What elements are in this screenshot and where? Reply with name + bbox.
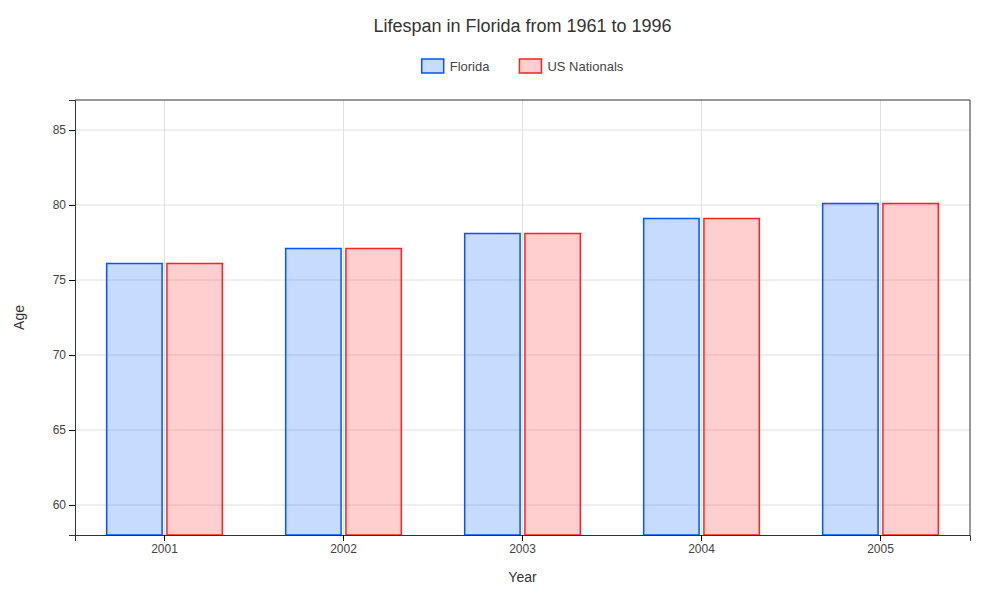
y-tick: 85: [53, 123, 75, 137]
chart: 2001 2002 2003 2004 2005 60 65 70 75 80 85 Lifespan…: [0, 0, 1000, 600]
x-tick-mark: [522, 535, 523, 541]
legend-swatch: [422, 59, 444, 73]
x-tick-label: 2002: [330, 542, 357, 556]
y-tick-mark: [69, 205, 75, 206]
y-tick: 80: [53, 198, 75, 212]
x-axis: 2001 2002 2003 2004 2005: [76, 535, 971, 556]
title: Lifespan in Florida from 1961 to 1996: [373, 16, 671, 36]
y-tick-mark: [69, 355, 75, 356]
y-tick: 60: [53, 498, 75, 512]
x-tick-mark: [164, 535, 165, 541]
y-tick-label: 85: [53, 123, 67, 137]
bar: [704, 219, 759, 536]
plot-frame: [75, 100, 970, 101]
bar: [346, 249, 401, 536]
x-tick-label: 2001: [151, 542, 178, 556]
x-tick-label: 2003: [509, 542, 536, 556]
bar: [167, 264, 222, 536]
y-tick-mark: [69, 430, 75, 431]
x-tick-label: 2004: [688, 542, 715, 556]
y-tick-mark: [69, 280, 75, 281]
bar-series: [107, 204, 878, 536]
y-axis-title: Age: [11, 305, 27, 330]
y-tick: 70: [53, 348, 75, 362]
x-tick: 2003: [509, 535, 536, 556]
x-tick: 2001: [151, 535, 178, 556]
x-tick: 2002: [330, 535, 357, 556]
legend: Florida US Nationals: [422, 59, 624, 74]
plot: 2001 2002 2003 2004 2005 60 65 70 75 80 85: [53, 100, 971, 556]
plot-frame: [970, 100, 971, 535]
x-tick-label: 2005: [867, 542, 894, 556]
y-tick-mark: [69, 130, 75, 131]
y-tick: 75: [53, 273, 75, 287]
bar: [644, 219, 699, 536]
bar: [883, 204, 938, 536]
y-axis-line: [69, 101, 76, 536]
bar: [107, 264, 162, 536]
y-tick-label: 65: [53, 423, 67, 437]
bar: [465, 234, 520, 536]
bar: [525, 234, 580, 536]
x-axis-title: Year: [508, 569, 537, 585]
legend-label: US Nationals: [547, 59, 623, 74]
x-tick-mark: [701, 535, 702, 541]
y-tick-label: 80: [53, 198, 67, 212]
legend-label: Florida: [450, 59, 491, 74]
grid: [75, 100, 970, 535]
bar-series: [167, 204, 938, 536]
x-tick-mark: [880, 535, 881, 541]
x-axis-line: [76, 536, 971, 542]
y-tick-mark: [69, 505, 75, 506]
grid-line-x: [880, 100, 881, 535]
bar: [823, 204, 878, 536]
grid-line-x: [164, 100, 165, 535]
grid-line-x: [522, 100, 523, 535]
bars: [107, 204, 939, 536]
y-tick-label: 75: [53, 273, 67, 287]
y-axis: 60 65 70 75 80 85: [53, 101, 76, 536]
legend-swatch: [519, 59, 541, 73]
x-tick-mark: [343, 535, 344, 541]
x-tick: 2004: [688, 535, 715, 556]
grid-line-x: [701, 100, 702, 535]
y-tick-label: 70: [53, 348, 67, 362]
x-tick: 2005: [867, 535, 894, 556]
y-tick: 65: [53, 423, 75, 437]
grid-line-x: [343, 100, 344, 535]
y-tick-label: 60: [53, 498, 67, 512]
page: {"chart_data": {"type": "bar", "title": …: [0, 0, 1000, 600]
legend-item: Florida: [422, 59, 491, 74]
legend-item: US Nationals: [519, 59, 623, 74]
bar: [286, 249, 341, 536]
